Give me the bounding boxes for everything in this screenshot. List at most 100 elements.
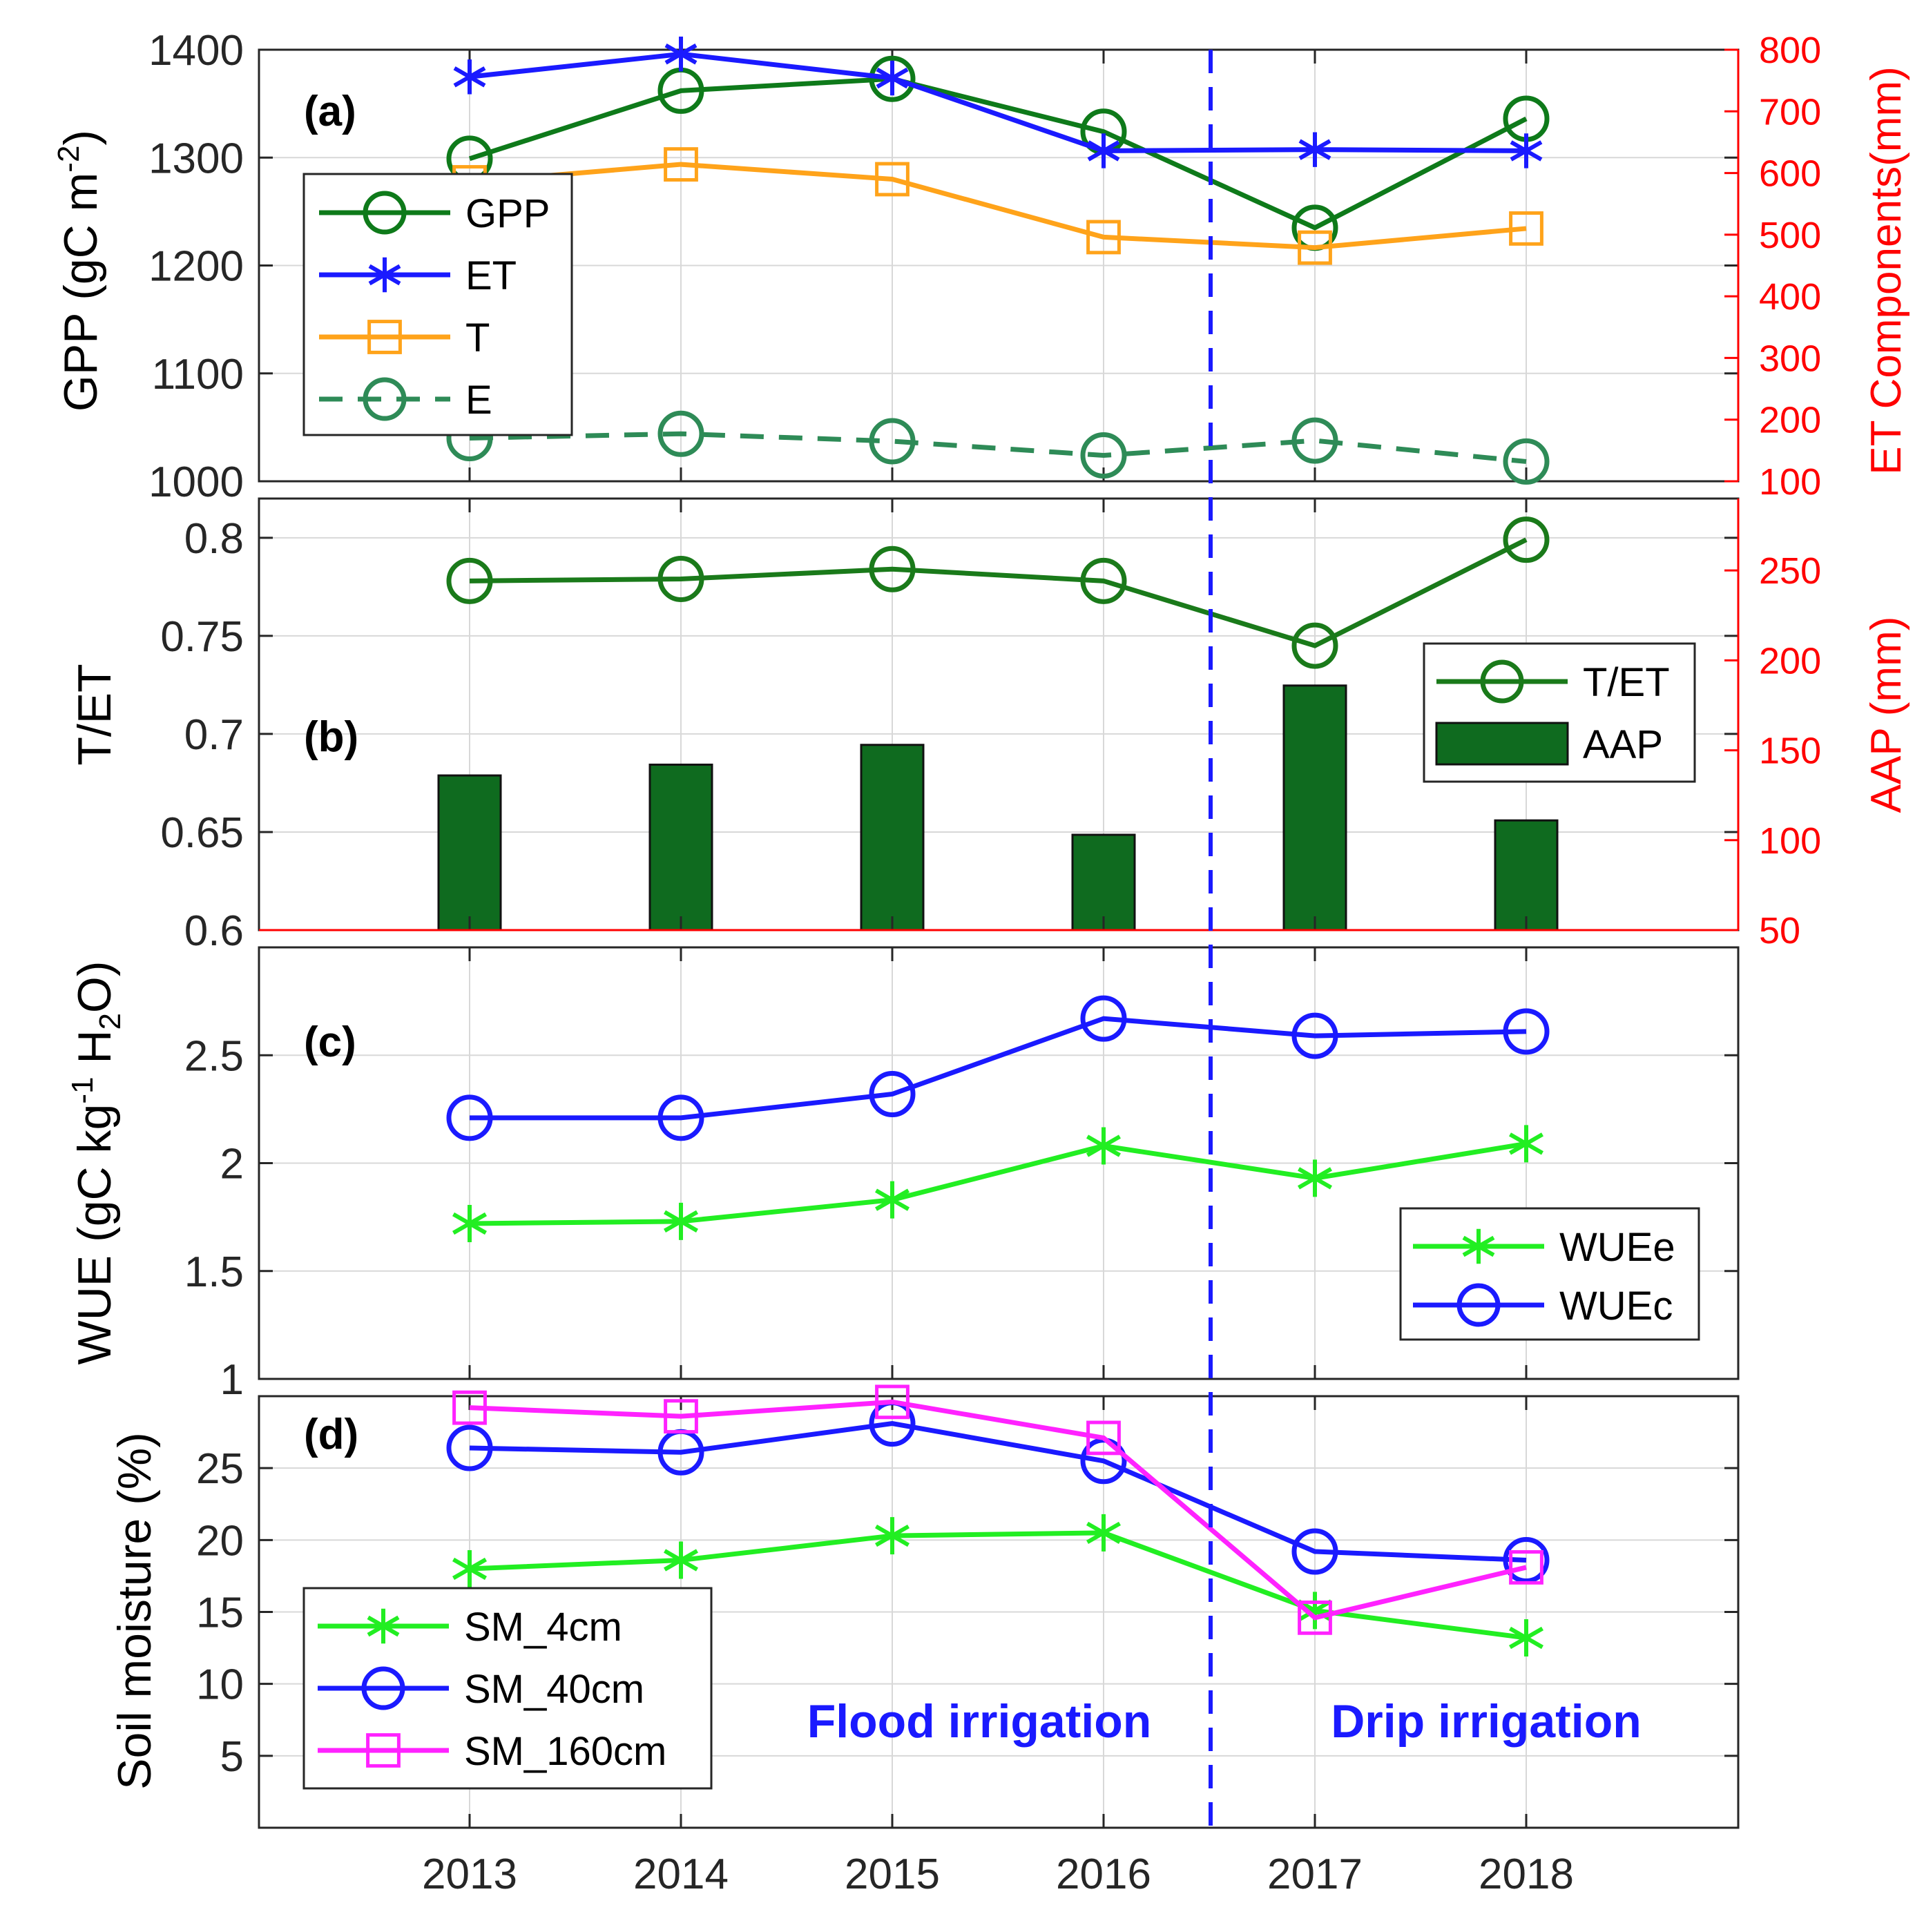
legend-gpp-swatch-marker <box>363 191 407 235</box>
panel-a-y-tick-label: 1200 <box>148 243 244 291</box>
x-tick-label-2017: 2017 <box>1267 1851 1363 1898</box>
series-wuec-marker <box>1080 995 1127 1042</box>
legend-sm-160cm-label: SM_160cm <box>464 1729 666 1774</box>
panel-c-y-tick-label: 1 <box>220 1356 244 1404</box>
aap-bar <box>1071 833 1136 931</box>
series-wuec-marker <box>869 1071 916 1117</box>
star-stroke <box>452 1557 487 1581</box>
series-sm-160cm-marker <box>452 1390 487 1425</box>
legend-sm-4cm-label: SM_4cm <box>464 1605 622 1650</box>
series-t-et-marker <box>1503 516 1550 563</box>
legend-t-et-label: T/ET <box>1583 660 1670 705</box>
annotation-drip-irrigation: Drip irrigation <box>1331 1695 1642 1748</box>
series-gpp-line <box>468 76 1528 231</box>
panel-c-y-tick-label: 2 <box>220 1141 244 1188</box>
panel-b-ylabel: T/ET <box>68 664 121 765</box>
series-sm-4cm-line <box>469 1530 1527 1641</box>
legend-aap-label: AAP <box>1583 722 1663 767</box>
x-tick-label-2018: 2018 <box>1479 1851 1574 1898</box>
series-t-marker <box>875 162 910 197</box>
panel-b-y-tick-label: 0.6 <box>184 907 244 955</box>
legend-wuee-swatch-marker <box>1462 1228 1495 1264</box>
series-e-marker <box>1503 438 1550 485</box>
series-sm-160cm-marker <box>1509 1550 1543 1585</box>
legend-sm-40cm-swatch-marker <box>361 1666 405 1710</box>
star-stroke <box>1510 140 1543 162</box>
panel-b-y2-tick-label: 200 <box>1759 640 1821 682</box>
series-et-marker <box>1087 133 1120 168</box>
x-tick-label-2016: 2016 <box>1056 1851 1151 1898</box>
star-stroke <box>1462 1235 1495 1257</box>
series-e-marker <box>1080 432 1127 479</box>
panel-b-y-tick-label: 0.75 <box>160 613 244 661</box>
series-et-marker <box>1510 133 1543 168</box>
legend-et-swatch-marker <box>368 257 401 293</box>
panel-a-y2label: ET Components(mm) <box>1863 66 1910 474</box>
star-stroke <box>1298 139 1331 160</box>
panel-a: 1000 1100 1200 1300 1400 100 200 300 400 500 600 70… <box>52 27 1910 506</box>
legend-t-label: T <box>465 316 490 360</box>
series-e-line <box>469 431 1527 464</box>
legend-e-swatch-marker <box>363 377 407 421</box>
star-stroke <box>1086 1521 1121 1545</box>
panel-b-y2-tick-label: 100 <box>1759 820 1821 862</box>
series-sm-4cm-marker <box>452 1550 487 1587</box>
series-et-marker <box>876 60 909 96</box>
panel-c-y-tick-label: 2.5 <box>184 1032 244 1080</box>
star-stroke <box>875 1188 910 1211</box>
panel-b-y2label: AAP (mm) <box>1863 617 1910 813</box>
panel-c-ylabel: WUE (gC kg-1 H2O) <box>66 961 127 1365</box>
series-wuee-line <box>469 1141 1527 1226</box>
panel-a-y2-tick-label: 400 <box>1759 276 1821 318</box>
series-wuec-marker <box>446 1094 493 1141</box>
series-t-line <box>469 162 1527 251</box>
series-t-et-marker <box>446 557 493 604</box>
star-stroke <box>664 1549 698 1572</box>
series-e-marker <box>657 410 704 457</box>
series-sm-40cm-marker <box>1503 1537 1550 1583</box>
star-stroke <box>1298 1599 1332 1622</box>
panel-a-y-tick-label: 1300 <box>148 135 244 182</box>
star-stroke <box>1298 1167 1332 1190</box>
panel-d-ylabel: Soil moisture (%) <box>108 1432 161 1790</box>
legend-wuec-swatch-marker <box>1456 1283 1501 1327</box>
panel-b-y-tick-label: 0.7 <box>184 711 244 759</box>
x-axis-labels: 2013 2014 2015 2016 2017 2018 <box>422 1851 1574 1898</box>
legend-et-label: ET <box>465 253 517 298</box>
series-sm-4cm-marker <box>1086 1514 1121 1552</box>
panel-a-y2-tick-label: 500 <box>1759 215 1821 256</box>
aap-bar <box>437 774 502 931</box>
panel-d-y-tick-label: 5 <box>220 1733 244 1781</box>
panel-b-y-tick-label: 0.65 <box>160 809 244 857</box>
panel-a-y2-tick-label: 700 <box>1759 91 1821 133</box>
panel-a-legend: GPP ET TE <box>302 173 573 436</box>
star-stroke <box>452 1212 487 1235</box>
panel-a-y2-tick-label: 600 <box>1759 153 1821 195</box>
panel-a-y2-tick-label: 200 <box>1759 400 1821 441</box>
panel-b-y2-tick-label: 150 <box>1759 731 1821 772</box>
legend-wuec-label: WUEc <box>1559 1284 1673 1329</box>
star-stroke <box>1509 1626 1543 1650</box>
series-t-marker <box>1086 220 1121 255</box>
series-sm-40cm-line <box>469 1421 1527 1563</box>
panel-a-y-tick-label: 1000 <box>148 458 244 506</box>
series-sm-160cm-marker <box>664 1399 698 1434</box>
series-wuec-marker <box>1503 1008 1550 1055</box>
panel-d: 5 10 15 20 25 (d) Soil moisture (%) Flood ir… <box>108 1384 1740 1829</box>
series-gpp-marker <box>869 55 916 102</box>
series-et-marker <box>1298 132 1331 167</box>
panel-d-tag: (d) <box>304 1411 358 1458</box>
legend-aap-swatch <box>1435 722 1569 766</box>
series-e-marker <box>869 418 916 465</box>
legend-t-swatch-marker <box>367 320 402 354</box>
series-sm-4cm-marker <box>664 1541 698 1579</box>
series-wuee-marker <box>875 1181 910 1219</box>
panel-a-y2-tick-label: 100 <box>1759 461 1821 503</box>
series-sm-4cm-marker <box>875 1517 910 1555</box>
panel-b-tag: (b) <box>304 713 358 761</box>
series-t-et-marker <box>869 545 916 592</box>
series-wuee-marker <box>1298 1159 1332 1197</box>
legend-t-et-swatch-marker <box>1480 659 1524 704</box>
legend-sm-40cm-label: SM_40cm <box>464 1667 644 1712</box>
panel-b-legend: T/ET AAP <box>1423 642 1696 783</box>
